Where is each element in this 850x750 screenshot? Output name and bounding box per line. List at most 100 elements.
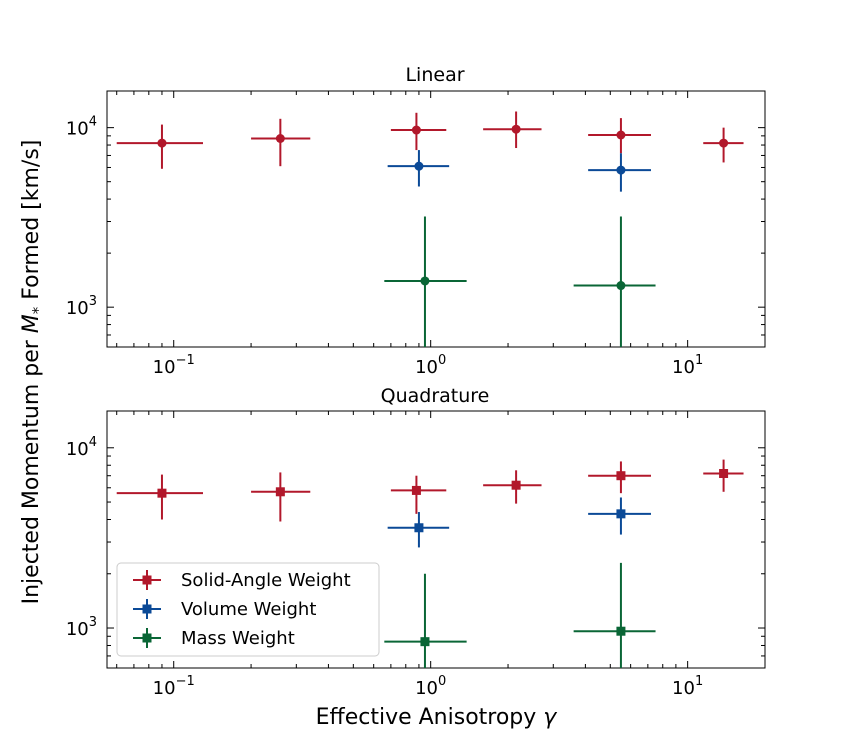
- square-marker: [616, 471, 626, 481]
- quadrature-solid-angle-weight-point-4: [483, 470, 542, 504]
- y-tick-label: 103: [66, 615, 97, 640]
- square-marker: [511, 480, 521, 490]
- square-marker: [420, 637, 430, 647]
- quadrature-axis-ticks: [107, 411, 766, 669]
- circle-marker: [511, 124, 521, 134]
- linear-solid-angle-weight-point-5: [588, 118, 651, 154]
- linear-solid-angle-weight-point-3: [390, 112, 447, 151]
- y-tick-label: 103: [66, 294, 97, 319]
- linear-volume-weight-point-2: [588, 153, 651, 192]
- legend-swatch-marker: [142, 604, 152, 614]
- legend-label: Mass Weight: [181, 628, 295, 649]
- circle-marker: [275, 134, 285, 144]
- x-axis-label-symbol: γ: [543, 705, 557, 730]
- linear-panel-title: Linear: [405, 64, 464, 86]
- x-tick-label-exponent: 1: [695, 674, 703, 689]
- legend-swatch-marker: [142, 575, 152, 585]
- y-tick-label-exponent: 3: [89, 294, 97, 309]
- y-tick-label-base: 10: [66, 298, 89, 319]
- y-tick-label-base: 10: [66, 439, 89, 460]
- quadrature-mass-weight-point-1: [384, 573, 467, 668]
- y-axis-label-text: Injected Momentum per: [19, 333, 44, 604]
- quadrature-plot-frame: [106, 410, 766, 669]
- legend: Solid-Angle Weight Volume Weight Mass Weig…: [116, 562, 380, 657]
- x-tick-label-base: 10: [153, 678, 176, 699]
- y-tick-label-base: 10: [66, 619, 89, 640]
- quadrature-volume-weight-point-1: [387, 512, 450, 548]
- quadrature-solid-angle-weight-point-5: [588, 461, 651, 494]
- linear-solid-angle-weight-point-6: [703, 127, 744, 163]
- square-marker: [719, 469, 729, 479]
- circle-marker: [414, 161, 424, 171]
- circle-marker: [616, 130, 626, 140]
- y-axis-label-subscript: *: [29, 306, 47, 314]
- y-axis-label: Injected Momentum per M* Formed [km/s]: [19, 140, 47, 605]
- x-tick-label: 10−1: [153, 353, 195, 378]
- x-tick-label-base: 10: [672, 678, 695, 699]
- circle-marker: [616, 281, 626, 291]
- quadrature-mass-weight-point-2: [573, 562, 656, 668]
- circle-marker: [411, 125, 421, 135]
- y-tick-label-base: 10: [66, 119, 89, 140]
- legend-label: Volume Weight: [181, 599, 316, 620]
- quadrature-solid-angle-weight-point-2: [251, 472, 311, 522]
- y-tick-label-exponent: 3: [89, 615, 97, 630]
- square-marker: [414, 523, 424, 533]
- y-tick-label: 104: [66, 435, 97, 460]
- x-tick-label-base: 10: [153, 357, 176, 378]
- quadrature-panel-title: Quadrature: [381, 385, 490, 407]
- x-tick-label: 100: [415, 674, 446, 699]
- y-axis-label-units: Formed [km/s]: [19, 140, 44, 307]
- linear-volume-weight-point-1: [387, 150, 450, 187]
- square-marker: [616, 509, 626, 519]
- y-tick-label-exponent: 4: [89, 115, 97, 130]
- x-tick-label-exponent: −1: [176, 674, 195, 689]
- linear-plot-frame: [106, 90, 766, 348]
- square-marker: [275, 487, 285, 497]
- y-tick-label-exponent: 4: [89, 435, 97, 450]
- legend-swatch-marker: [142, 633, 152, 643]
- quadrature-solid-angle-weight-point-1: [116, 474, 203, 520]
- quadrature-data-marks: [116, 459, 744, 668]
- square-marker: [157, 488, 167, 498]
- linear-mass-weight-point-2: [573, 216, 656, 347]
- linear-data-marks: [116, 111, 744, 347]
- legend-box: [116, 562, 380, 657]
- square-marker: [411, 485, 421, 495]
- legend-entry-solid-angle-weight: Solid-Angle Weight: [133, 570, 351, 591]
- x-axis-label: Effective Anisotropy γ: [316, 705, 558, 730]
- square-marker: [616, 626, 626, 636]
- linear-mass-weight-point-1: [384, 216, 467, 347]
- circle-marker: [719, 138, 729, 148]
- quadrature-volume-weight-point-2: [588, 497, 651, 535]
- x-tick-label-base: 10: [415, 678, 438, 699]
- y-axis-label-symbol: M: [19, 314, 44, 333]
- x-axis-label-text: Effective Anisotropy: [316, 705, 544, 730]
- x-tick-label-exponent: 1: [695, 353, 703, 368]
- y-tick-label: 104: [66, 115, 97, 140]
- quadrature-solid-angle-weight-point-6: [703, 459, 744, 492]
- x-tick-label-base: 10: [415, 357, 438, 378]
- x-tick-label-exponent: 0: [438, 674, 446, 689]
- legend-label: Solid-Angle Weight: [181, 570, 351, 591]
- circle-marker: [157, 138, 167, 148]
- linear-solid-angle-weight-point-4: [483, 111, 542, 149]
- circle-marker: [616, 165, 626, 175]
- quadrature-solid-angle-weight-point-3: [390, 475, 447, 514]
- x-tick-label-exponent: −1: [176, 353, 195, 368]
- x-tick-label: 101: [672, 674, 703, 699]
- x-tick-label: 10−1: [153, 674, 195, 699]
- x-tick-label: 100: [415, 353, 446, 378]
- legend-entry-mass-weight: Mass Weight: [133, 628, 295, 649]
- x-tick-label: 101: [672, 353, 703, 378]
- x-tick-label-exponent: 0: [438, 353, 446, 368]
- linear-solid-angle-weight-point-1: [116, 124, 203, 169]
- linear-solid-angle-weight-point-2: [251, 118, 311, 167]
- circle-marker: [420, 276, 430, 286]
- legend-entry-volume-weight: Volume Weight: [133, 599, 316, 620]
